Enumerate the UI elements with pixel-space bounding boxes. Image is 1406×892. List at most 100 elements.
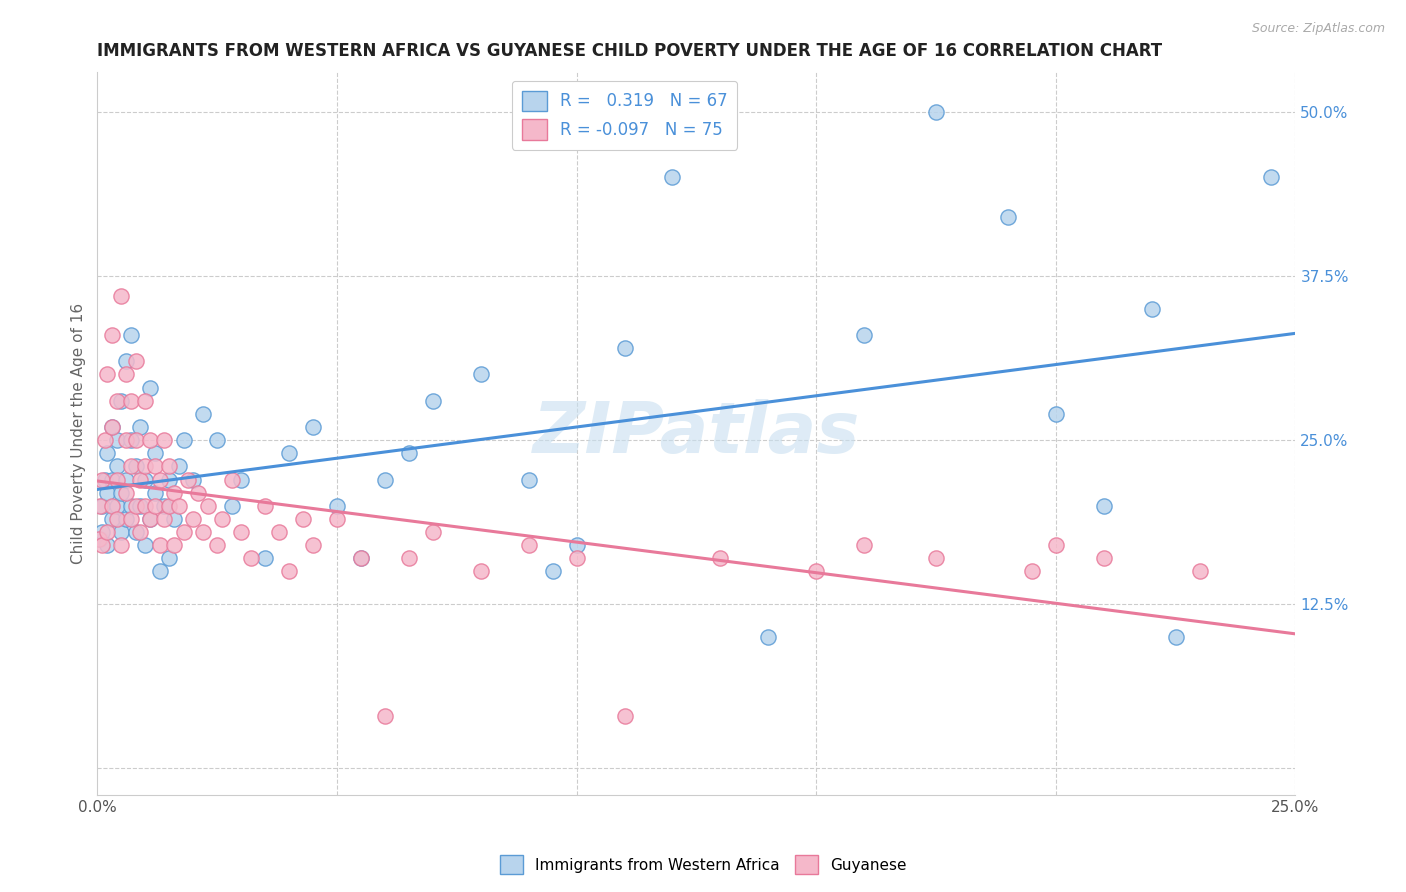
Point	[143, 499, 166, 513]
Point	[129, 499, 152, 513]
Point	[661, 170, 683, 185]
Point	[96, 538, 118, 552]
Point	[153, 512, 176, 526]
Point	[211, 512, 233, 526]
Point	[157, 499, 180, 513]
Point	[1092, 499, 1115, 513]
Point	[157, 473, 180, 487]
Point	[326, 499, 349, 513]
Point	[1188, 565, 1211, 579]
Point	[91, 524, 114, 539]
Point	[96, 446, 118, 460]
Text: ZIPatlas: ZIPatlas	[533, 399, 860, 468]
Point	[350, 551, 373, 566]
Point	[139, 512, 162, 526]
Point	[613, 709, 636, 723]
Point	[374, 709, 396, 723]
Point	[100, 512, 122, 526]
Point	[125, 354, 148, 368]
Point	[853, 538, 876, 552]
Point	[115, 485, 138, 500]
Point	[100, 473, 122, 487]
Point	[163, 538, 186, 552]
Point	[105, 499, 128, 513]
Point	[221, 499, 243, 513]
Point	[120, 499, 142, 513]
Point	[997, 210, 1019, 224]
Point	[134, 459, 156, 474]
Point	[157, 551, 180, 566]
Point	[398, 446, 420, 460]
Legend: Immigrants from Western Africa, Guyanese: Immigrants from Western Africa, Guyanese	[494, 849, 912, 880]
Point	[110, 288, 132, 302]
Point	[87, 532, 110, 546]
Point	[756, 630, 779, 644]
Point	[278, 565, 301, 579]
Point	[149, 565, 172, 579]
Point	[143, 446, 166, 460]
Point	[139, 433, 162, 447]
Point	[565, 538, 588, 552]
Point	[93, 473, 115, 487]
Point	[115, 368, 138, 382]
Point	[143, 459, 166, 474]
Point	[96, 368, 118, 382]
Text: Source: ZipAtlas.com: Source: ZipAtlas.com	[1251, 22, 1385, 36]
Point	[125, 499, 148, 513]
Point	[254, 551, 277, 566]
Point	[302, 538, 325, 552]
Point	[96, 485, 118, 500]
Point	[134, 499, 156, 513]
Point	[422, 524, 444, 539]
Point	[105, 459, 128, 474]
Point	[1021, 565, 1043, 579]
Point	[181, 473, 204, 487]
Point	[197, 499, 219, 513]
Point	[191, 407, 214, 421]
Point	[100, 499, 122, 513]
Point	[853, 328, 876, 343]
Point	[134, 393, 156, 408]
Point	[173, 524, 195, 539]
Point	[143, 485, 166, 500]
Point	[96, 524, 118, 539]
Point	[229, 524, 252, 539]
Point	[89, 532, 111, 546]
Point	[134, 538, 156, 552]
Point	[1164, 630, 1187, 644]
Point	[93, 433, 115, 447]
Point	[153, 499, 176, 513]
Point	[139, 381, 162, 395]
Point	[139, 512, 162, 526]
Point	[134, 473, 156, 487]
Point	[91, 538, 114, 552]
Point	[374, 473, 396, 487]
Point	[115, 433, 138, 447]
Point	[177, 473, 200, 487]
Point	[517, 473, 540, 487]
Point	[517, 538, 540, 552]
Point	[105, 512, 128, 526]
Point	[229, 473, 252, 487]
Point	[565, 551, 588, 566]
Point	[191, 524, 214, 539]
Point	[153, 433, 176, 447]
Point	[110, 485, 132, 500]
Point	[613, 341, 636, 355]
Point	[125, 524, 148, 539]
Point	[125, 433, 148, 447]
Text: IMMIGRANTS FROM WESTERN AFRICA VS GUYANESE CHILD POVERTY UNDER THE AGE OF 16 COR: IMMIGRANTS FROM WESTERN AFRICA VS GUYANE…	[97, 42, 1163, 60]
Point	[149, 538, 172, 552]
Point	[120, 393, 142, 408]
Point	[105, 473, 128, 487]
Point	[110, 524, 132, 539]
Point	[925, 551, 948, 566]
Point	[129, 524, 152, 539]
Y-axis label: Child Poverty Under the Age of 16: Child Poverty Under the Age of 16	[72, 303, 86, 564]
Point	[1140, 301, 1163, 316]
Point	[398, 551, 420, 566]
Point	[239, 551, 262, 566]
Point	[100, 420, 122, 434]
Point	[541, 565, 564, 579]
Point	[115, 512, 138, 526]
